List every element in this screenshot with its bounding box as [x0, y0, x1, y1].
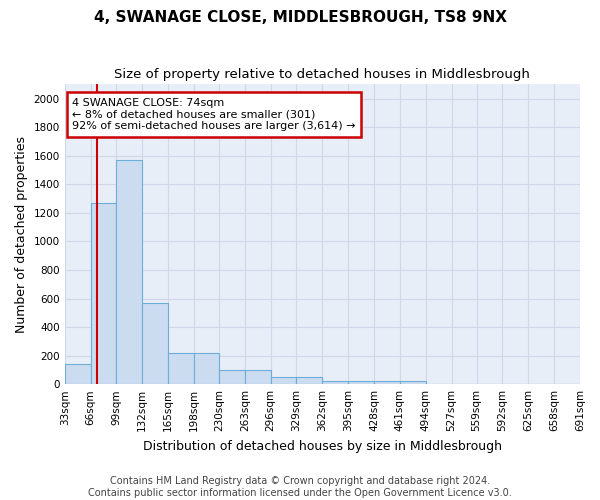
Bar — [219, 370, 245, 384]
Y-axis label: Number of detached properties: Number of detached properties — [15, 136, 28, 333]
Bar — [65, 364, 91, 384]
Bar — [142, 303, 168, 384]
Bar — [296, 377, 322, 384]
Bar — [400, 382, 426, 384]
Bar — [91, 203, 116, 384]
Bar — [348, 380, 374, 384]
Text: 4 SWANAGE CLOSE: 74sqm
← 8% of detached houses are smaller (301)
92% of semi-det: 4 SWANAGE CLOSE: 74sqm ← 8% of detached … — [73, 98, 356, 131]
Bar — [374, 382, 400, 384]
Title: Size of property relative to detached houses in Middlesbrough: Size of property relative to detached ho… — [115, 68, 530, 80]
Bar — [271, 377, 296, 384]
Text: Contains HM Land Registry data © Crown copyright and database right 2024.
Contai: Contains HM Land Registry data © Crown c… — [88, 476, 512, 498]
Bar — [322, 380, 348, 384]
Text: 4, SWANAGE CLOSE, MIDDLESBROUGH, TS8 9NX: 4, SWANAGE CLOSE, MIDDLESBROUGH, TS8 9NX — [94, 10, 506, 25]
Bar — [245, 370, 271, 384]
Bar — [168, 354, 194, 384]
Bar — [194, 354, 219, 384]
Bar — [116, 160, 142, 384]
X-axis label: Distribution of detached houses by size in Middlesbrough: Distribution of detached houses by size … — [143, 440, 502, 452]
